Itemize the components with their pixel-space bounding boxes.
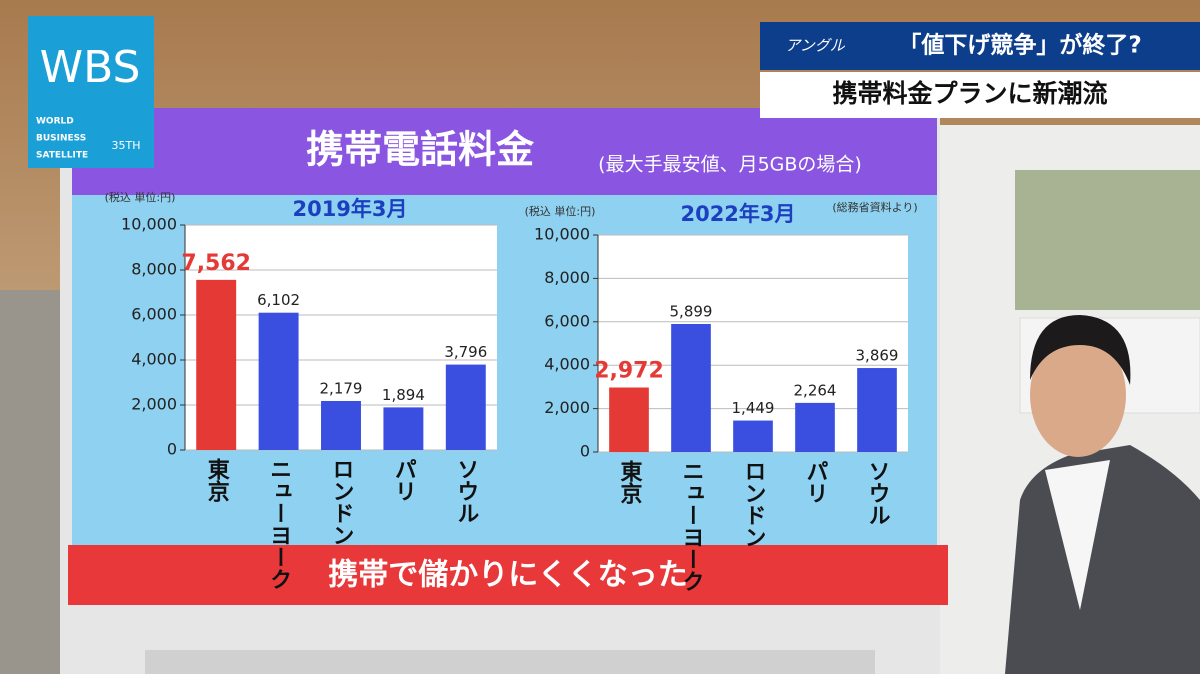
side-photo (1015, 170, 1200, 310)
chart-title: 2022年3月 (680, 202, 795, 226)
banner-bg (68, 545, 948, 605)
logo-anniversary: 35TH (112, 139, 141, 152)
y-tick-label: 8,000 (544, 268, 590, 287)
headline-bottom (760, 72, 1200, 118)
x-tick-label: ソウル (865, 460, 890, 526)
logo-bg (28, 16, 154, 168)
x-tick-label: ロンドン (741, 460, 766, 548)
x-tick-label: ソウル (453, 458, 478, 524)
plot-area (598, 235, 908, 452)
y-tick-label: 6,000 (544, 311, 590, 330)
y-tick-label: 6,000 (131, 305, 177, 324)
logo-line: BUSINESS (36, 134, 86, 144)
board-subtitle: (最大手最安値、月5GBの場合) (598, 154, 862, 176)
x-tick-label: 東京 (617, 460, 643, 505)
x-tick-label: パリ (391, 458, 416, 502)
value-label: 2,972 (594, 359, 664, 384)
docomo-strip (145, 650, 875, 674)
bar (445, 364, 486, 450)
logo-letters: WBS (40, 42, 141, 93)
x-tick-label: ニューヨーク (266, 458, 291, 590)
value-label: 1,894 (382, 386, 425, 404)
value-label: 3,796 (444, 343, 487, 361)
x-tick-label: パリ (803, 460, 828, 504)
value-label: 7,562 (181, 251, 251, 276)
bar (383, 407, 424, 450)
y-tick-label: 0 (580, 442, 590, 461)
y-tick-label: 0 (167, 440, 177, 459)
value-label: 5,899 (670, 302, 713, 320)
headline-line1: 「値下げ競争」が終了? (898, 32, 1141, 59)
logo-line: WORLD (36, 117, 74, 127)
value-label: 2,264 (794, 381, 837, 399)
board-header (72, 108, 937, 195)
presenter-face (1030, 333, 1126, 457)
value-label: 6,102 (257, 291, 300, 309)
x-tick-label: ニューヨーク (679, 460, 704, 592)
bar (733, 420, 773, 452)
unit-label: (税込 単位:円) (105, 190, 176, 204)
bar (258, 312, 299, 450)
y-tick-label: 10,000 (121, 215, 177, 234)
bar (857, 368, 897, 452)
headline-top (760, 22, 1200, 70)
headline-line2: 携帯料金プランに新潮流 (832, 79, 1107, 108)
y-tick-label: 10,000 (534, 225, 590, 244)
bar (609, 387, 649, 452)
x-tick-label: ロンドン (329, 458, 354, 546)
y-tick-label: 8,000 (131, 260, 177, 279)
y-tick-label: 4,000 (131, 350, 177, 369)
bar (196, 279, 237, 450)
y-tick-label: 4,000 (544, 355, 590, 374)
banner: 携帯で儲かりにくくなった (328, 558, 687, 593)
bar (671, 323, 711, 452)
y-tick-label: 2,000 (544, 398, 590, 417)
presenter-hair (1030, 315, 1131, 385)
y-tick-label: 2,000 (131, 395, 177, 414)
chart-title: 2019年3月 (292, 197, 407, 221)
value-label: 3,869 (856, 347, 899, 365)
bar (795, 402, 835, 452)
value-label: 1,449 (732, 399, 775, 417)
board-title: 携帯電話料金 (306, 128, 535, 172)
x-tick-label: 東京 (204, 458, 230, 503)
value-label: 2,179 (320, 379, 363, 397)
presenter-shirt (1045, 460, 1110, 610)
corner-name: アングル (785, 37, 845, 55)
bar (321, 400, 361, 450)
unit-label: (税込 単位:円) (525, 204, 596, 218)
source-label: (総務省資料より) (832, 200, 917, 214)
logo-line: SATELLITE (36, 151, 88, 161)
